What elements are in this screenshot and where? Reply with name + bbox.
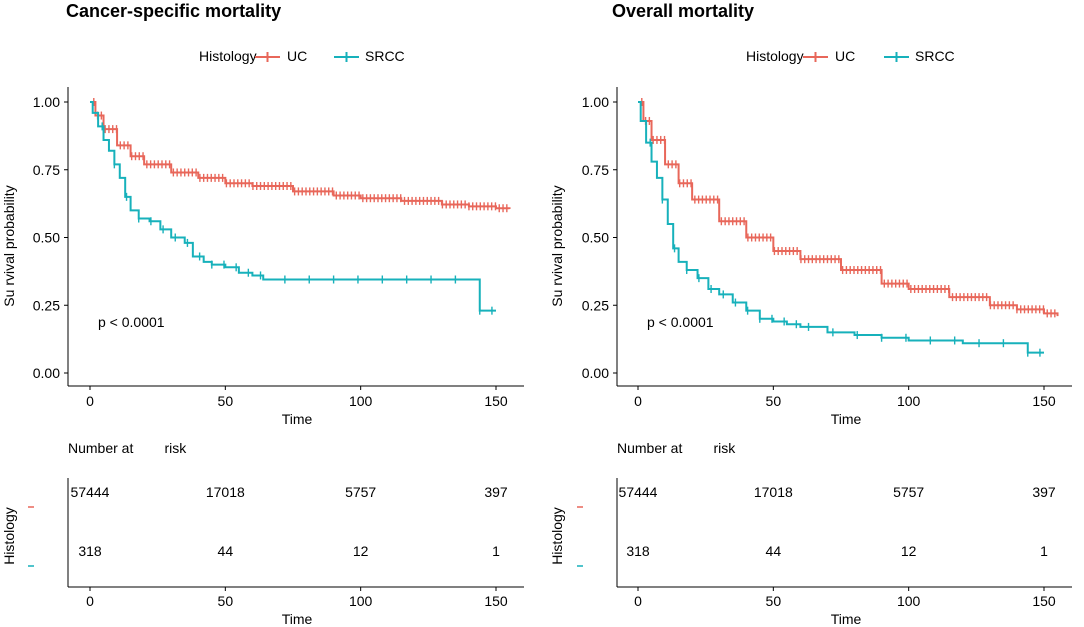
legend-label-uc: UC xyxy=(287,48,307,64)
km-curve-uc xyxy=(638,101,1059,317)
panel-cancer-specific: Cancer-specific mortality Histology UC S… xyxy=(1,1,524,627)
chart-title: Cancer-specific mortality xyxy=(66,1,281,21)
risk-x-axis-label: Time xyxy=(831,611,862,627)
risk-count: 44 xyxy=(766,543,782,559)
x-tick-label: 50 xyxy=(766,393,782,409)
km-curve-uc xyxy=(90,101,511,210)
risk-table-cancer-specific: Number at risk Histology Time 57444 17018… xyxy=(1,440,524,627)
axis-ticks: 0.00 0.25 0.50 0.75 1.00 0 50 100 150 xyxy=(33,94,508,409)
x-tick-label: 50 xyxy=(218,393,234,409)
x-axis-label: Time xyxy=(831,411,862,427)
x-tick-label: 150 xyxy=(1032,393,1056,409)
risk-x-tick-label: 150 xyxy=(1032,593,1056,609)
risk-count: 5757 xyxy=(893,484,924,500)
x-tick-label: 0 xyxy=(86,393,94,409)
risk-count: 397 xyxy=(484,484,508,500)
p-value-annotation: p < 0.0001 xyxy=(98,314,165,330)
y-axis-label: Su rvival probability xyxy=(1,185,17,306)
x-tick-label: 0 xyxy=(634,393,642,409)
x-tick-label: 150 xyxy=(484,393,508,409)
legend: Histology UC SRCC xyxy=(746,48,955,64)
risk-table-overall: Number at risk Histology Time 57444 17018… xyxy=(549,440,1072,627)
y-tick-label: 1.00 xyxy=(582,94,609,110)
km-curve-srcc xyxy=(90,101,496,312)
risk-count: 12 xyxy=(353,543,369,559)
series-layer xyxy=(638,98,1059,357)
x-tick-label: 100 xyxy=(349,393,373,409)
risk-count: 17018 xyxy=(206,484,245,500)
risk-count: 44 xyxy=(218,543,234,559)
legend-title: Histology xyxy=(199,48,257,64)
risk-y-axis-label: Histology xyxy=(1,507,17,565)
risk-table-title: Number at risk xyxy=(617,440,736,456)
risk-x-axis-label: Time xyxy=(282,611,313,627)
y-tick-label: 0.00 xyxy=(582,365,609,381)
y-tick-label: 1.00 xyxy=(33,94,60,110)
legend-label-srcc: SRCC xyxy=(915,48,955,64)
risk-table-cells: 57444 17018 5757 397 318 44 12 1 0 50 100 150 xyxy=(28,484,508,609)
y-tick-label: 0.25 xyxy=(33,297,60,313)
legend-label-srcc: SRCC xyxy=(365,48,405,64)
legend-label-uc: UC xyxy=(835,48,855,64)
axis-ticks: 0.00 0.25 0.50 0.75 1.00 0 50 100 150 xyxy=(582,94,1056,409)
risk-x-tick-label: 0 xyxy=(634,593,642,609)
risk-count: 12 xyxy=(901,543,917,559)
chart-title: Overall mortality xyxy=(612,1,754,21)
risk-x-tick-label: 100 xyxy=(349,593,373,609)
risk-count: 5757 xyxy=(345,484,376,500)
risk-count: 1 xyxy=(492,543,500,559)
risk-x-tick-label: 0 xyxy=(86,593,94,609)
y-tick-label: 0.50 xyxy=(33,230,60,246)
km-curve-srcc xyxy=(638,101,1044,354)
risk-x-tick-label: 100 xyxy=(897,593,921,609)
risk-count: 17018 xyxy=(754,484,793,500)
risk-table-cells: 57444 17018 5757 397 318 44 12 1 0 50 100 150 xyxy=(577,484,1056,609)
risk-count: 318 xyxy=(78,543,102,559)
y-tick-label: 0.75 xyxy=(33,162,60,178)
risk-count: 318 xyxy=(626,543,650,559)
risk-x-tick-label: 150 xyxy=(484,593,508,609)
risk-count: 57444 xyxy=(71,484,110,500)
p-value-annotation: p < 0.0001 xyxy=(647,314,714,330)
series-layer xyxy=(90,98,511,315)
risk-x-tick-label: 50 xyxy=(218,593,234,609)
risk-x-tick-label: 50 xyxy=(766,593,782,609)
risk-count: 57444 xyxy=(619,484,658,500)
x-tick-label: 100 xyxy=(897,393,921,409)
y-tick-label: 0.50 xyxy=(582,230,609,246)
x-axis-label: Time xyxy=(282,411,313,427)
y-tick-label: 0.25 xyxy=(582,297,609,313)
y-axis-label: Su rvival probability xyxy=(549,185,565,306)
legend-title: Histology xyxy=(746,48,804,64)
risk-y-axis-label: Histology xyxy=(549,507,565,565)
risk-count: 1 xyxy=(1040,543,1048,559)
risk-table-title: Number at risk xyxy=(68,440,187,456)
legend: Histology UC SRCC xyxy=(199,48,405,64)
y-tick-label: 0.00 xyxy=(33,365,60,381)
y-tick-label: 0.75 xyxy=(582,162,609,178)
risk-count: 397 xyxy=(1032,484,1056,500)
panel-overall: Overall mortality Histology UC SRCC Su r… xyxy=(549,1,1072,627)
